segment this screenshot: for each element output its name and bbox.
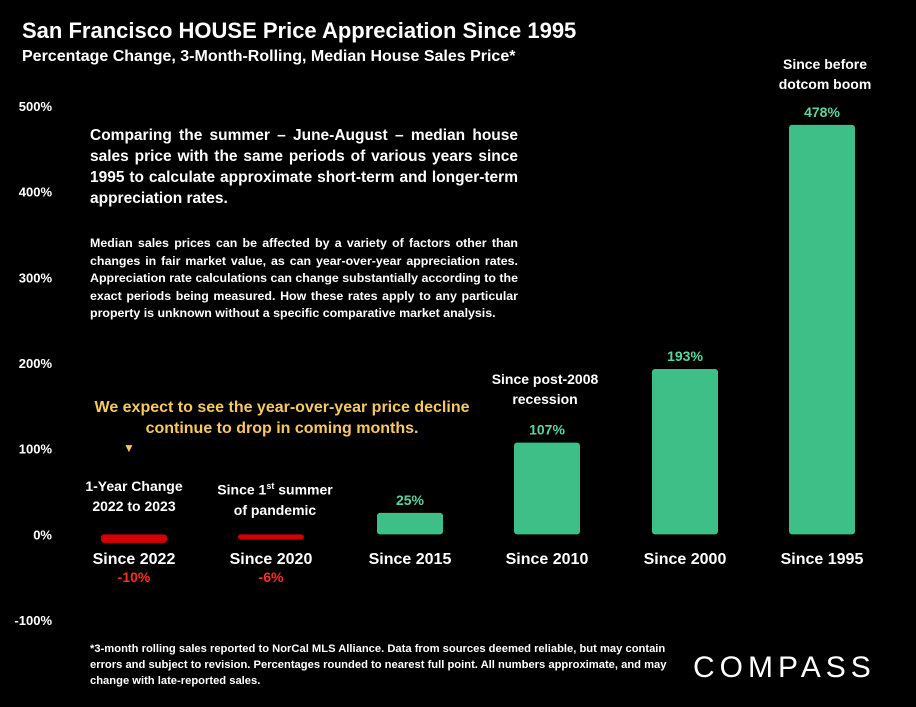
x-tick-label: Since 1995 (781, 551, 864, 568)
down-arrow-icon: ▼ (123, 441, 135, 455)
bar (789, 124, 855, 535)
annotation-pandemic-line1: Since 1st summer (217, 481, 333, 498)
x-tick-label: Since 2015 (369, 551, 452, 568)
data-label: 25% (396, 492, 425, 508)
y-tick-label: 0% (33, 527, 52, 542)
footnote: *3-month rolling sales reported to NorCa… (90, 643, 667, 687)
data-label: -6% (259, 569, 284, 585)
y-tick-label: -100% (14, 613, 52, 628)
annotation-dotcom-line2: dotcom boom (778, 76, 872, 92)
annotation-one-year-line2: 2022 to 2023 (92, 498, 176, 514)
annotation-post-2008-line2: recession (512, 391, 578, 407)
annotation-pandemic: Since 1st summer of pandemic (205, 476, 345, 520)
annotation-post-2008-line1: Since post-2008 (491, 371, 599, 387)
data-label: 478% (804, 104, 840, 120)
chart-title: San Francisco HOUSE Price Appreciation S… (22, 18, 577, 43)
x-tick-label: Since 2000 (644, 551, 727, 568)
x-tick-label: Since 2020 (230, 551, 313, 568)
y-tick-label: 400% (19, 185, 53, 200)
bar (101, 534, 167, 543)
x-tick-label: Since 2022 (93, 551, 176, 568)
description-main: Comparing the summer – June-August – med… (90, 127, 518, 207)
annotation-one-year: 1-Year Change 2022 to 2023 (74, 476, 194, 516)
x-tick-label: Since 2010 (506, 551, 589, 568)
chart-subtitle: Percentage Change, 3-Month-Rolling, Medi… (22, 48, 516, 65)
data-label: 107% (529, 422, 565, 438)
bar (238, 534, 304, 540)
forecast-note: We expect to see the year-over-year pric… (94, 399, 470, 437)
annotation-dotcom: Since before dotcom boom (760, 54, 890, 94)
bar (377, 512, 443, 535)
compass-logo: COMPASS (693, 651, 876, 684)
description-detail: Median sales prices can be affected by a… (90, 236, 518, 320)
data-label: -10% (118, 569, 151, 585)
y-tick-label: 200% (19, 356, 53, 371)
annotation-dotcom-line1: Since before (782, 56, 868, 72)
bar (514, 442, 580, 535)
annotation-one-year-line1: 1-Year Change (85, 478, 183, 494)
y-tick-label: 100% (19, 442, 53, 457)
bar (652, 368, 718, 535)
annotation-pandemic-line2: of pandemic (233, 501, 317, 518)
y-tick-label: 500% (19, 99, 53, 114)
data-label: 193% (667, 348, 703, 364)
y-tick-label: 300% (19, 270, 53, 285)
annotation-post-2008: Since post-2008 recession (470, 369, 620, 409)
